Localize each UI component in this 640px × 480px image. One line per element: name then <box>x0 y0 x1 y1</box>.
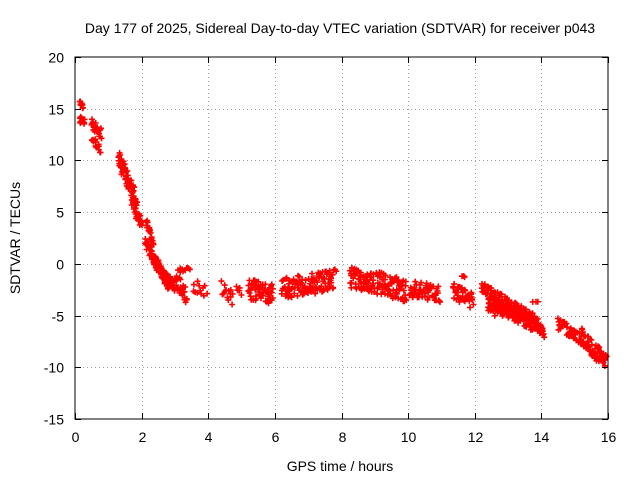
axis-ticks <box>75 57 609 420</box>
x-axis-label: GPS time / hours <box>287 458 394 474</box>
y-tick-label: 0 <box>56 257 64 273</box>
y-tick-label: 20 <box>48 50 64 66</box>
data-point-cluster <box>77 113 88 127</box>
data-point-cluster <box>529 298 541 305</box>
y-axis-label: SDTVAR / TECUs <box>7 182 23 294</box>
data-point-cluster <box>172 273 190 306</box>
x-tick-label: 6 <box>272 429 280 445</box>
data-point-cluster <box>554 315 585 347</box>
data-point-cluster <box>218 278 236 308</box>
y-tick-label: 5 <box>56 205 64 221</box>
data-point-cluster <box>190 278 211 299</box>
x-tick-label: 4 <box>205 429 213 445</box>
x-tick-label: 0 <box>72 429 80 445</box>
plot-frame <box>74 56 609 420</box>
y-tick-label: -5 <box>52 309 65 325</box>
y-tick-labels: 20 15 10 5 0 -5 -10 -15 <box>44 50 64 428</box>
x-tick-label: 16 <box>601 429 617 445</box>
y-tick-label: 15 <box>48 102 64 118</box>
data-point-cluster <box>347 264 378 295</box>
data-point-cluster <box>175 264 193 276</box>
data-point-cluster <box>459 273 468 281</box>
data-point-cluster <box>578 325 610 369</box>
data-point-cluster <box>233 283 245 298</box>
data-point-cluster <box>406 278 443 305</box>
y-tick-label: -15 <box>44 412 64 428</box>
x-tick-label: 8 <box>339 429 347 445</box>
data-point-cluster <box>485 300 521 320</box>
data-point-cluster <box>88 136 104 156</box>
y-tick-label: 10 <box>48 153 64 169</box>
x-tick-labels: 0 2 4 6 8 10 12 14 16 <box>72 429 617 445</box>
x-tick-label: 14 <box>534 429 550 445</box>
data-point-cluster <box>278 267 337 301</box>
data-point-cluster <box>160 267 178 294</box>
x-tick-label: 12 <box>468 429 484 445</box>
data-point-cluster <box>128 196 145 229</box>
x-tick-label: 10 <box>401 429 417 445</box>
y-tick-label: -10 <box>44 360 64 376</box>
data-point-cluster <box>88 116 105 142</box>
data-point-cluster <box>373 269 410 305</box>
data-point-cluster <box>450 280 477 311</box>
data-points <box>76 98 610 369</box>
data-point-cluster <box>76 98 86 112</box>
data-point-cluster <box>143 217 157 248</box>
data-point-cluster <box>245 277 276 307</box>
x-tick-label: 2 <box>139 429 147 445</box>
chart-title: Day 177 of 2025, Sidereal Day-to-day VTE… <box>85 20 595 36</box>
data-point-cluster <box>330 266 340 275</box>
